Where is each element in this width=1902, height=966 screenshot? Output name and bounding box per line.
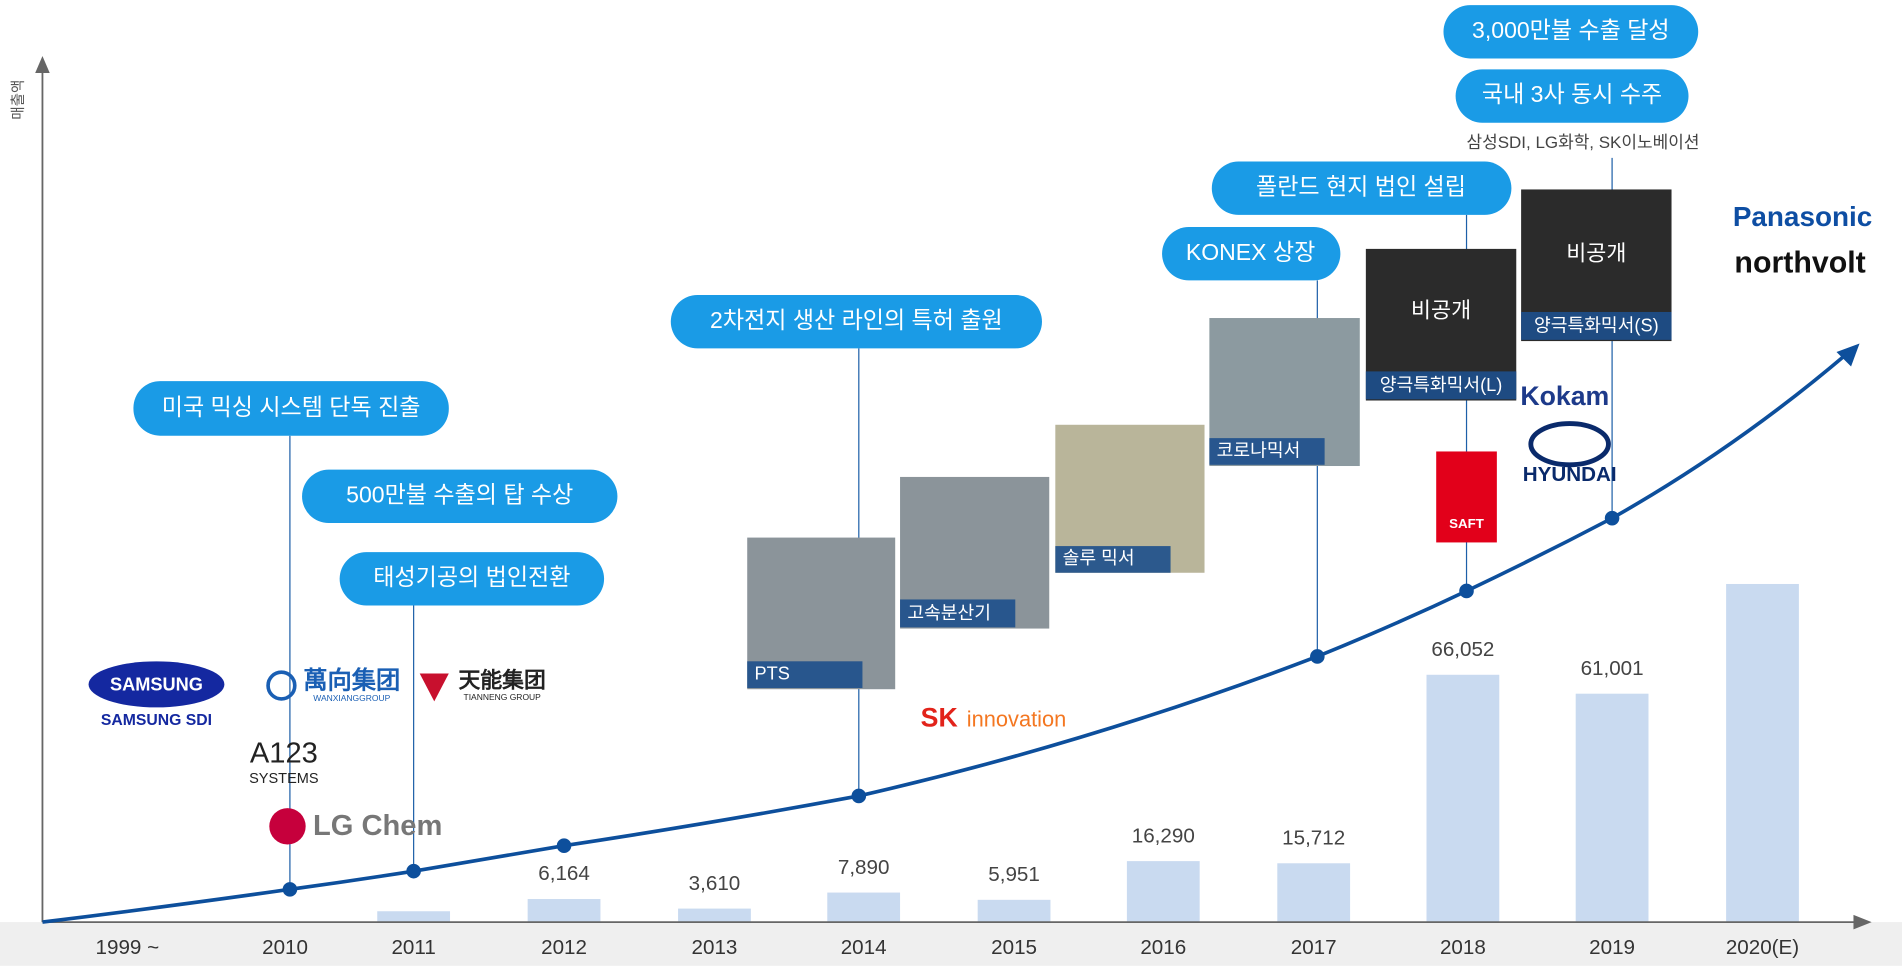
note: 삼성SDI, LG화학, SK이노베이션 <box>1467 133 1700 152</box>
bar <box>827 892 901 923</box>
callout-text: 국내 3사 동시 수주 <box>1482 81 1662 107</box>
callout <box>1211 161 1512 215</box>
callout <box>1162 227 1341 281</box>
axis-band <box>0 922 1902 966</box>
y-axis-arrow <box>35 56 50 74</box>
bar <box>1426 674 1500 923</box>
logo: SK <box>921 703 959 733</box>
callout <box>133 381 449 436</box>
caption-band <box>747 661 863 688</box>
value-label: 16,290 <box>1132 824 1195 847</box>
logo: LG Chem <box>313 810 442 842</box>
callout-text: 태성기공의 법인전환 <box>373 564 570 590</box>
x-tick-label: 2012 <box>541 936 587 959</box>
logo: WANXIANGGROUP <box>313 693 390 703</box>
logo: SAMSUNG <box>110 674 203 694</box>
logo: northvolt <box>1734 247 1865 280</box>
bars <box>377 583 1799 923</box>
x-tick-label: 2010 <box>262 936 308 959</box>
value-label: 15,712 <box>1282 826 1345 849</box>
x-tick-label: 2018 <box>1440 936 1486 959</box>
photo-caption: 솔루 믹서 <box>1063 548 1135 568</box>
x-tick-label: 2013 <box>692 936 738 959</box>
logo: Kokam <box>1520 381 1609 411</box>
logo: A123 <box>250 737 318 769</box>
bar <box>1575 693 1649 923</box>
photo-caption: 양극특화믹서(S) <box>1534 315 1659 335</box>
photo-caption: 코로나믹서 <box>1217 440 1301 460</box>
curve-dots <box>282 510 1620 897</box>
caption-band <box>1209 438 1325 465</box>
x-tick-label: 1999 ~ <box>96 936 160 959</box>
photo-caption: 양극특화믹서(L) <box>1380 375 1503 395</box>
bar <box>377 911 451 923</box>
photo-label: 비공개 <box>1411 298 1471 323</box>
logo-shape <box>419 673 449 702</box>
x-tick-label: 2019 <box>1589 936 1635 959</box>
photo-caption: PTS <box>754 663 789 683</box>
caption-band <box>1055 546 1171 573</box>
callout-text: 폴란드 현지 법인 설립 <box>1256 173 1466 199</box>
callout-text: KONEX 상장 <box>1186 239 1315 265</box>
x-tick-label: 2020(E) <box>1726 936 1799 959</box>
value-label: 7,890 <box>838 856 890 879</box>
bar <box>527 899 601 923</box>
bar <box>977 899 1051 923</box>
logo: Panasonic <box>1733 201 1872 232</box>
logo: TIANNENG GROUP <box>464 692 542 702</box>
logo-shape <box>269 808 306 845</box>
callout <box>670 294 1042 349</box>
logo-shape <box>1528 421 1611 468</box>
x-axis-arrow <box>1853 914 1872 930</box>
photo-label: 비공개 <box>1566 241 1626 266</box>
callout <box>302 469 618 524</box>
x-tick-label: 2016 <box>1140 936 1186 959</box>
callout-text: 미국 믹싱 시스템 단독 진출 <box>162 394 421 420</box>
logo-shape <box>266 670 297 701</box>
x-tick-label: 2014 <box>841 936 887 959</box>
logo: SAFT <box>1449 516 1484 531</box>
bar <box>1277 863 1351 923</box>
callout <box>1443 5 1699 59</box>
value-label: 61,001 <box>1581 657 1644 680</box>
value-label: 3,610 <box>689 872 741 895</box>
logo: innovation <box>967 707 1067 732</box>
callout <box>339 552 605 606</box>
logo: 萬向集团 <box>303 666 400 694</box>
caption-band <box>1365 371 1517 400</box>
caption-band <box>900 599 1016 628</box>
callout <box>1455 69 1689 123</box>
bar <box>1726 583 1799 923</box>
logo: HYUNDAI <box>1523 463 1617 486</box>
x-tick-label: 2015 <box>991 936 1037 959</box>
growth-curve <box>42 353 1848 924</box>
photo-caption: 고속분산기 <box>907 603 991 623</box>
logo: 天能集团 <box>459 668 546 693</box>
x-tick-label: 2011 <box>391 936 435 959</box>
logo: SYSTEMS <box>249 771 319 787</box>
logo-shape <box>1436 451 1497 543</box>
x-tick-label: 2017 <box>1291 936 1337 959</box>
logo-shape <box>88 661 225 708</box>
bar <box>1126 861 1200 923</box>
caption-band <box>1521 311 1672 340</box>
curve-arrow <box>1836 343 1860 367</box>
logo: SAMSUNG SDI <box>101 712 212 729</box>
y-axis-label: 매출액 <box>10 80 27 120</box>
value-label: 6,164 <box>538 862 590 885</box>
callout-text: 3,000만불 수출 달성 <box>1472 17 1670 43</box>
value-label: 5,951 <box>988 863 1040 886</box>
callout-text: 2차전지 생산 라인의 특허 출원 <box>710 307 1003 333</box>
value-label: 66,052 <box>1431 638 1494 661</box>
callout-text: 500만불 수출의 탑 수상 <box>346 481 573 507</box>
bar <box>678 908 751 923</box>
